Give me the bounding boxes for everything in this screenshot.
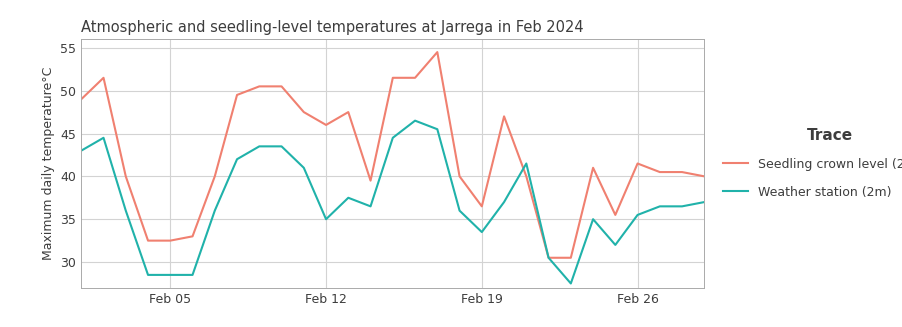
Weather station (2m) — [364, 204, 375, 208]
Weather station (2m) — [276, 145, 287, 148]
Seedling crown level (20cm) — [231, 93, 242, 97]
Weather station (2m) — [631, 213, 642, 217]
Seedling crown level (20cm) — [387, 76, 398, 80]
Seedling crown level (20cm) — [276, 84, 287, 88]
Seedling crown level (20cm) — [187, 234, 198, 238]
Weather station (2m) — [498, 200, 509, 204]
Seedling crown level (20cm) — [364, 179, 375, 182]
Seedling crown level (20cm) — [520, 174, 531, 178]
Weather station (2m) — [231, 157, 242, 161]
Seedling crown level (20cm) — [120, 174, 131, 178]
Weather station (2m) — [143, 273, 153, 277]
Seedling crown level (20cm) — [565, 256, 575, 260]
Weather station (2m) — [609, 243, 620, 247]
Weather station (2m) — [565, 282, 575, 285]
Line: Weather station (2m): Weather station (2m) — [81, 121, 704, 284]
Seedling crown level (20cm) — [410, 76, 420, 80]
Seedling crown level (20cm) — [143, 239, 153, 243]
Weather station (2m) — [654, 204, 665, 208]
Seedling crown level (20cm) — [320, 123, 331, 127]
Weather station (2m) — [410, 119, 420, 123]
Weather station (2m) — [320, 217, 331, 221]
Seedling crown level (20cm) — [343, 110, 354, 114]
Weather station (2m) — [431, 127, 442, 131]
Weather station (2m) — [587, 217, 598, 221]
Weather station (2m) — [165, 273, 176, 277]
Weather station (2m) — [120, 209, 131, 213]
Line: Seedling crown level (20cm): Seedling crown level (20cm) — [81, 52, 704, 258]
Weather station (2m) — [343, 196, 354, 200]
Weather station (2m) — [253, 145, 264, 148]
Seedling crown level (20cm) — [609, 213, 620, 217]
Seedling crown level (20cm) — [587, 166, 598, 170]
Seedling crown level (20cm) — [698, 174, 709, 178]
Legend: Seedling crown level (20cm), Weather station (2m): Seedling crown level (20cm), Weather sta… — [716, 122, 902, 205]
Weather station (2m) — [454, 209, 465, 213]
Seedling crown level (20cm) — [253, 84, 264, 88]
Seedling crown level (20cm) — [654, 170, 665, 174]
Y-axis label: Maximum daily temperature°C: Maximum daily temperature°C — [41, 67, 55, 260]
Weather station (2m) — [543, 256, 554, 260]
Weather station (2m) — [387, 136, 398, 140]
Seedling crown level (20cm) — [98, 76, 109, 80]
Seedling crown level (20cm) — [543, 256, 554, 260]
Weather station (2m) — [476, 230, 487, 234]
Seedling crown level (20cm) — [454, 174, 465, 178]
Weather station (2m) — [76, 149, 87, 153]
Seedling crown level (20cm) — [76, 97, 87, 101]
Seedling crown level (20cm) — [209, 174, 220, 178]
Weather station (2m) — [209, 209, 220, 213]
Seedling crown level (20cm) — [631, 162, 642, 165]
Seedling crown level (20cm) — [476, 204, 487, 208]
Weather station (2m) — [98, 136, 109, 140]
Weather station (2m) — [187, 273, 198, 277]
Seedling crown level (20cm) — [431, 50, 442, 54]
Seedling crown level (20cm) — [165, 239, 176, 243]
Text: Atmospheric and seedling-level temperatures at Jarrega in Feb 2024: Atmospheric and seedling-level temperatu… — [81, 20, 584, 35]
Weather station (2m) — [520, 162, 531, 165]
Weather station (2m) — [298, 166, 308, 170]
Seedling crown level (20cm) — [498, 114, 509, 118]
Seedling crown level (20cm) — [676, 170, 686, 174]
Weather station (2m) — [698, 200, 709, 204]
Weather station (2m) — [676, 204, 686, 208]
Seedling crown level (20cm) — [298, 110, 308, 114]
